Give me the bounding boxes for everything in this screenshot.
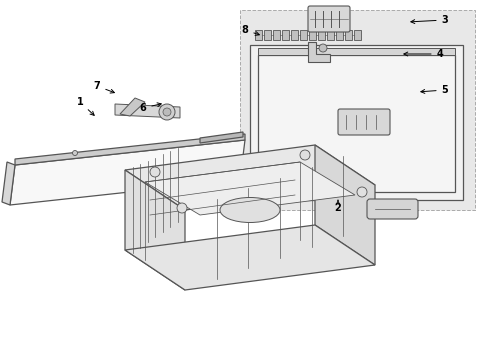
Polygon shape xyxy=(258,55,455,192)
Bar xyxy=(240,10,475,210)
FancyBboxPatch shape xyxy=(338,109,390,135)
Polygon shape xyxy=(2,162,15,205)
Circle shape xyxy=(159,104,175,120)
Polygon shape xyxy=(250,45,463,200)
Bar xyxy=(318,30,325,40)
Bar xyxy=(291,30,298,40)
Polygon shape xyxy=(10,140,245,205)
Bar xyxy=(336,30,343,40)
Ellipse shape xyxy=(220,198,280,222)
Polygon shape xyxy=(315,145,375,265)
Polygon shape xyxy=(308,42,330,62)
Text: 1: 1 xyxy=(76,97,94,115)
Text: 5: 5 xyxy=(421,85,448,95)
Circle shape xyxy=(177,203,187,213)
Polygon shape xyxy=(258,48,455,55)
Text: 8: 8 xyxy=(242,25,259,35)
Text: 7: 7 xyxy=(94,81,114,93)
Circle shape xyxy=(163,108,171,116)
Bar xyxy=(345,30,352,40)
FancyBboxPatch shape xyxy=(308,6,350,32)
Polygon shape xyxy=(125,225,375,290)
Polygon shape xyxy=(200,132,243,143)
Polygon shape xyxy=(145,162,355,215)
Text: 4: 4 xyxy=(404,49,443,59)
Circle shape xyxy=(319,44,327,52)
FancyBboxPatch shape xyxy=(367,199,418,219)
Polygon shape xyxy=(115,104,180,118)
Bar xyxy=(309,30,316,40)
Text: 2: 2 xyxy=(335,200,342,213)
Polygon shape xyxy=(125,145,375,210)
Bar xyxy=(354,30,361,40)
Bar xyxy=(273,30,280,40)
Circle shape xyxy=(300,150,310,160)
Bar xyxy=(255,30,262,40)
Polygon shape xyxy=(15,134,245,165)
Bar xyxy=(282,30,289,40)
Bar xyxy=(264,30,271,40)
Circle shape xyxy=(357,187,367,197)
Text: 6: 6 xyxy=(140,103,161,113)
Polygon shape xyxy=(120,98,145,116)
Text: 3: 3 xyxy=(411,15,448,25)
Circle shape xyxy=(73,150,77,156)
Polygon shape xyxy=(125,170,185,290)
Circle shape xyxy=(150,167,160,177)
Bar xyxy=(300,30,307,40)
Bar xyxy=(327,30,334,40)
